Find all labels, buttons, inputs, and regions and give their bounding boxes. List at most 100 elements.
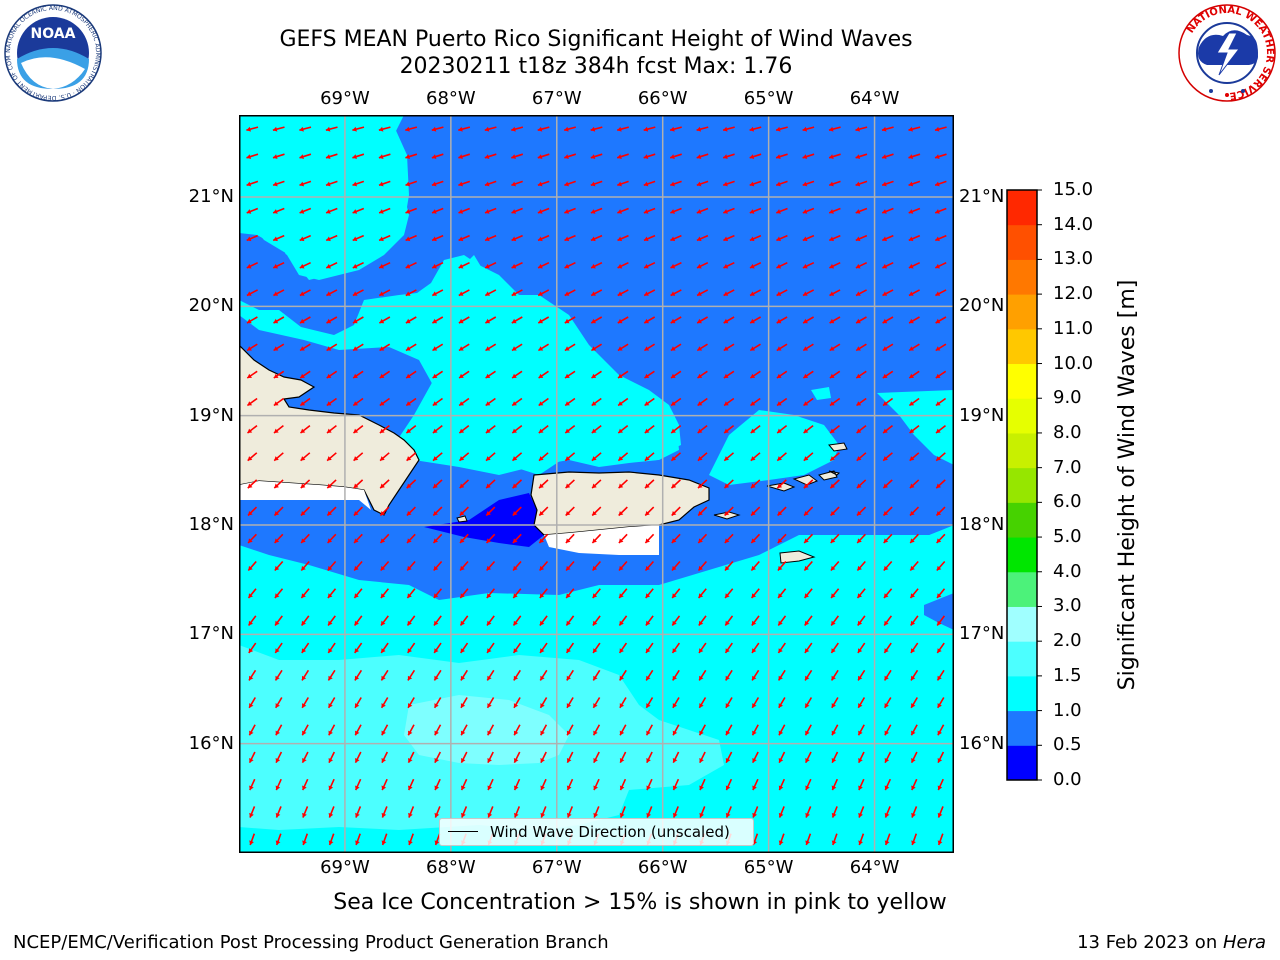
wind-arrow-head [698,620,704,626]
wind-arrow-head [247,456,253,461]
colorbar-tick-label: 4.0 [1053,560,1082,582]
wind-arrow-head [936,428,941,433]
wind-arrow-head [432,263,437,269]
wind-arrow-head [672,703,678,708]
wind-arrow-head [379,318,385,324]
wind-arrow-head [326,318,332,324]
wind-arrow-head [381,758,386,763]
wind-arrow-head [937,703,942,708]
wind-arrow-head [855,209,861,214]
wind-arrow-head [697,401,703,406]
colorbar-tick-label: 13.0 [1053,248,1094,270]
wind-arrow-head [884,812,890,818]
wind-arrow-head [458,236,464,242]
wind-arrow-head [619,758,625,763]
wind-arrow-head [696,154,702,159]
wind-arrow-head [697,263,702,269]
wind-arrow-head [858,675,863,681]
wind-arrow-head [513,565,518,571]
wind-arrow-head [591,318,596,324]
wind-arrow-head [777,511,783,516]
wind-arrow-head [935,291,941,296]
wind-arrow-head [908,236,914,242]
wind-arrow-head [381,812,387,818]
wind-arrow-head [405,209,411,214]
wind-arrow-head [564,154,569,159]
wind-arrow-head [352,126,357,132]
wind-arrow-head [591,236,596,242]
lat-label-left: 16°N [188,732,234,754]
wind-arrow-head [248,593,253,598]
wind-arrow-head [937,840,943,845]
colorbar-tick-label: 5.0 [1053,526,1082,548]
wind-arrow-head [646,758,651,763]
wind-arrow-head [858,730,863,736]
colorbar-segment [1007,224,1037,260]
wind-arrow-head [723,154,728,159]
wind-arrow-head [857,593,862,598]
wind-arrow-head [300,456,306,461]
wind-arrow-head [776,126,781,132]
wind-arrow-head [937,785,943,791]
wind-arrow-head [566,730,572,736]
wind-arrow-head [301,648,307,653]
wind-arrow-head [855,181,861,187]
wind-arrow-head [590,154,596,159]
wind-arrow-head [778,812,784,818]
wind-arrow-head [249,840,254,845]
wind-arrow-head [751,538,756,543]
wind-arrow-head [858,758,863,763]
wind-arrow-head [538,291,543,296]
wind-arrow-head [671,538,677,543]
wind-arrow-head [513,730,519,736]
wind-arrow-head [670,209,675,214]
wind-arrow-head [618,483,624,489]
wind-arrow-head [380,565,386,571]
wind-arrow-head [646,785,651,791]
wind-arrow-head [671,483,677,489]
wind-arrow-head [380,511,385,516]
wind-arrow-head [458,181,463,187]
wind-arrow-head [275,758,281,763]
wind-arrow-head [458,154,463,159]
wind-arrow-head [299,209,305,214]
wind-arrow-head [858,703,863,708]
wind-arrow-head [857,620,863,626]
wind-arrow-head [619,730,625,736]
wind-arrow-head [776,154,781,159]
chart-subtitle: 20230211 t18z 384h fcst Max: 1.76 [399,54,793,79]
wind-arrow-head [511,181,516,187]
wind-arrow-head [248,620,253,626]
colorbar-segment [1007,432,1037,469]
wind-arrow-head [882,154,887,159]
wind-arrow-head [884,620,889,626]
wind-arrow-head [540,785,545,791]
wind-arrow-head [564,346,570,351]
wind-arrow-head [829,209,834,214]
wind-arrow-head [538,428,544,433]
wind-arrow-head [749,236,755,242]
wind-arrow-head [750,263,755,269]
wind-arrow-head [352,263,358,269]
wind-wave-arrows [246,126,947,846]
wind-arrow-head [617,236,623,242]
wind-arrow-head [856,456,862,461]
wind-arrow-head [593,648,598,653]
colorbar-frame [1006,189,1038,781]
wind-arrow-head [883,401,888,406]
wind-arrow-head [379,373,385,378]
wind-arrow-head [698,483,703,489]
lat-label-left: 17°N [188,623,234,645]
contour-0p5-1p0-d [924,593,954,630]
wind-arrow-head [327,428,332,433]
wind-arrow-head [564,263,570,269]
wind-arrow-head [486,456,491,461]
wind-arrow-head [617,209,622,214]
wind-arrow-head [723,318,729,324]
wind-arrow-head [670,181,675,187]
wind-arrow-head [937,812,943,818]
wind-arrow-head [910,565,915,571]
wind-arrow-head [699,758,704,763]
wind-arrow-head [459,428,465,433]
wind-arrow-head [858,812,863,818]
